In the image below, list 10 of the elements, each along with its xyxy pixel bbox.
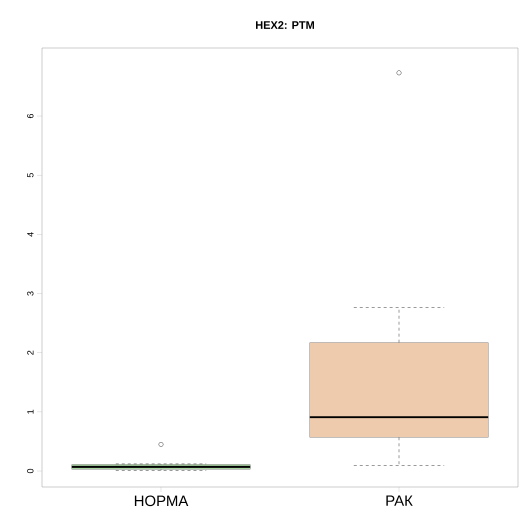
chart-title: HEX2: PTM [256,21,314,29]
y-tick-label: 1 [27,410,34,414]
y-tick-label: 3 [27,291,34,296]
y-tick-label: 2 [27,350,34,355]
x-tick-label: РАК [386,496,413,506]
y-tick-label: 6 [27,114,34,118]
x-tick-label: НОРМА [134,496,188,506]
y-tick-label: 5 [27,173,34,178]
y-tick-label: 0 [27,468,34,474]
y-tick-label: 4 [27,232,34,237]
